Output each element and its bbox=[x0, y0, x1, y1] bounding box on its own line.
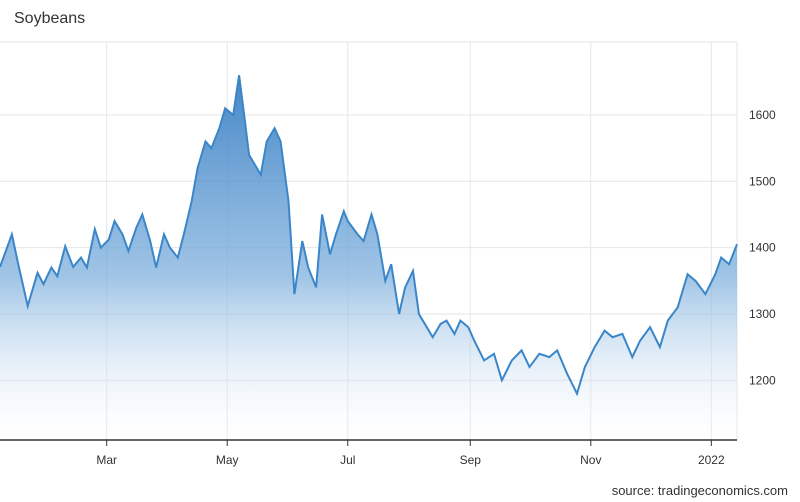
chart-title: Soybeans bbox=[14, 10, 86, 27]
x-tick-label: Nov bbox=[580, 453, 601, 467]
y-tick-label: 1200 bbox=[749, 373, 776, 387]
x-tick-label: May bbox=[216, 453, 239, 467]
x-tick-label: Sep bbox=[460, 453, 482, 467]
source-credit: source: tradingeconomics.com bbox=[611, 483, 788, 498]
x-tick-label: Jul bbox=[340, 453, 355, 467]
x-axis-ticks: Mar May Jul Sep Nov 2022 bbox=[96, 440, 725, 467]
y-tick-label: 1400 bbox=[749, 241, 776, 255]
x-tick-label: Mar bbox=[96, 453, 117, 467]
price-line bbox=[0, 75, 738, 397]
y-tick-label: 1500 bbox=[749, 174, 776, 188]
y-tick-label: 1600 bbox=[749, 108, 776, 122]
y-axis-ticks: 1200 1300 1400 1500 1600 bbox=[749, 108, 776, 387]
x-tick-label: 2022 bbox=[698, 453, 725, 467]
price-area-fill bbox=[0, 75, 737, 440]
y-tick-label: 1300 bbox=[749, 307, 776, 321]
